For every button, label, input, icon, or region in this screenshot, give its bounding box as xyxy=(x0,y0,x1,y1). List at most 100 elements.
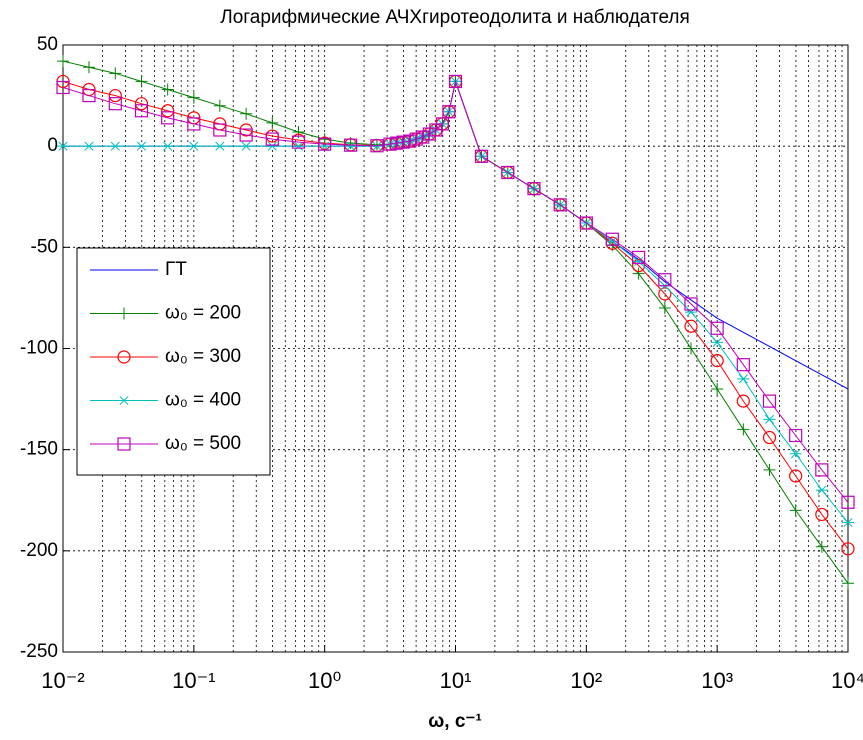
marker xyxy=(474,149,489,163)
marker xyxy=(56,80,70,95)
marker xyxy=(632,267,645,280)
legend-box xyxy=(76,247,271,476)
marker xyxy=(213,99,226,112)
plot-frame xyxy=(62,44,849,653)
marker xyxy=(789,469,803,483)
x-tick-label: 10² xyxy=(570,668,602,693)
x-tick-label: 10⁰ xyxy=(308,668,341,693)
marker xyxy=(266,116,279,129)
marker xyxy=(109,141,122,151)
y-tick-label: -100 xyxy=(20,338,58,359)
marker xyxy=(134,104,149,118)
marker xyxy=(762,394,777,408)
marker xyxy=(82,61,95,74)
marker xyxy=(135,75,148,88)
marker xyxy=(442,105,456,119)
marker xyxy=(737,374,750,384)
marker xyxy=(292,141,305,151)
y-tick-label: 50 xyxy=(37,34,58,55)
marker xyxy=(789,449,802,459)
legend-label: ω₀ = 400 xyxy=(165,390,241,411)
marker xyxy=(213,123,227,137)
marker xyxy=(605,232,619,246)
marker xyxy=(213,141,226,151)
marker xyxy=(82,141,95,151)
marker xyxy=(448,74,463,89)
marker xyxy=(57,141,69,151)
marker xyxy=(711,337,724,347)
marker xyxy=(161,83,174,96)
marker xyxy=(553,198,567,212)
marker xyxy=(82,88,96,103)
marker xyxy=(789,428,803,443)
marker xyxy=(736,394,750,408)
marker xyxy=(736,358,750,372)
marker xyxy=(109,67,122,80)
marker xyxy=(266,141,279,151)
y-tick-label: -200 xyxy=(20,540,58,561)
x-tick-label: 10⁻¹ xyxy=(172,668,215,693)
marker xyxy=(135,141,148,151)
marker xyxy=(815,507,829,522)
legend-label: ω₀ = 500 xyxy=(165,433,241,454)
marker xyxy=(710,321,724,335)
marker xyxy=(762,430,777,445)
marker xyxy=(842,517,854,528)
legend-label: ω₀ = 300 xyxy=(165,346,241,367)
marker xyxy=(841,542,855,556)
x-tick-label: 10⁻² xyxy=(41,668,84,693)
marker xyxy=(606,236,619,246)
legend-label: ω₀ = 200 xyxy=(165,303,241,324)
marker xyxy=(684,319,698,333)
marker xyxy=(685,342,698,355)
marker xyxy=(117,350,131,364)
marker xyxy=(118,307,130,320)
marker xyxy=(344,138,358,152)
marker xyxy=(187,91,200,104)
marker xyxy=(187,117,201,131)
marker xyxy=(527,182,541,196)
marker xyxy=(108,97,122,111)
marker xyxy=(658,287,672,301)
y-tick-label: -50 xyxy=(31,236,58,257)
marker xyxy=(815,540,828,553)
marker xyxy=(632,258,646,273)
marker xyxy=(763,414,776,424)
marker xyxy=(318,137,332,151)
marker xyxy=(118,395,130,406)
x-tick-label: 10⁴ xyxy=(831,668,863,693)
marker xyxy=(291,135,306,149)
x-tick-label: 10³ xyxy=(701,668,733,693)
marker xyxy=(161,111,175,125)
marker xyxy=(815,463,829,477)
marker xyxy=(240,107,253,120)
marker xyxy=(161,141,174,151)
y-tick-label: -150 xyxy=(20,439,58,460)
marker xyxy=(318,141,331,151)
legend-label: ГТ xyxy=(165,259,187,280)
marker xyxy=(737,423,750,436)
marker xyxy=(370,139,384,153)
marker xyxy=(685,307,698,317)
marker xyxy=(789,504,802,517)
marker xyxy=(710,354,724,368)
marker xyxy=(658,273,672,287)
marker xyxy=(383,137,397,151)
marker xyxy=(240,141,253,151)
marker xyxy=(842,577,854,590)
marker xyxy=(134,97,149,111)
marker xyxy=(57,55,69,68)
y-tick-label: 0 xyxy=(47,135,58,156)
marker xyxy=(632,250,646,265)
marker xyxy=(239,128,253,142)
marker xyxy=(117,437,131,451)
marker xyxy=(265,132,279,146)
marker xyxy=(161,104,175,118)
marker xyxy=(815,485,828,495)
marker xyxy=(501,165,515,180)
marker xyxy=(344,141,357,151)
marker xyxy=(684,297,698,311)
marker xyxy=(711,382,724,395)
x-axis-label: ω, c⁻¹ xyxy=(428,711,482,732)
